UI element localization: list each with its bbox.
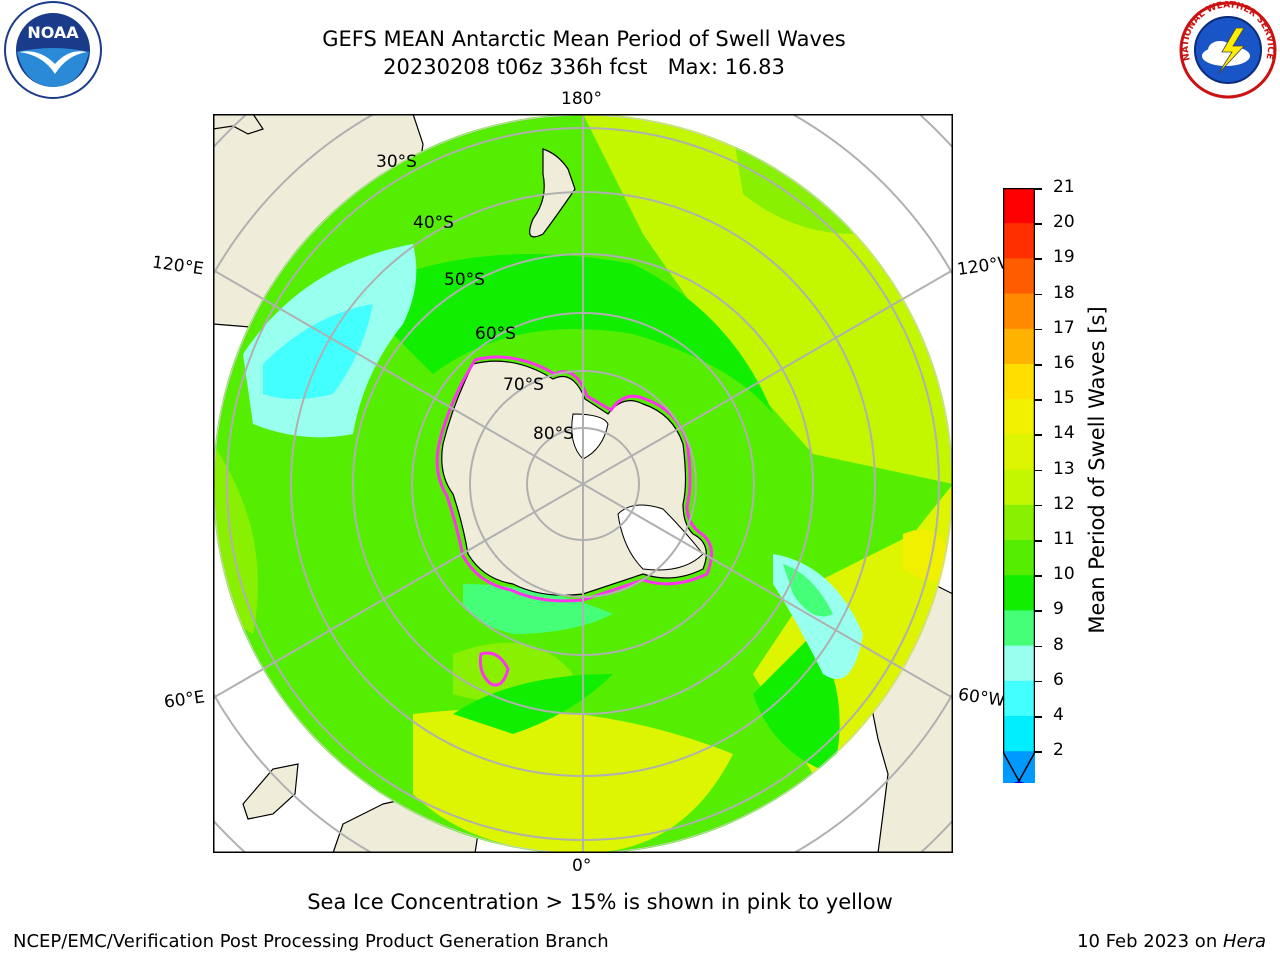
colorbar-tick-mark <box>1035 293 1042 296</box>
lon-label-60e: 60°E <box>162 687 207 713</box>
colorbar-bin <box>1003 540 1035 576</box>
colorbar-bin <box>1003 258 1035 295</box>
colorbar-bin <box>1003 399 1035 435</box>
colorbar-bin <box>1003 610 1035 647</box>
colorbar-bin <box>1003 645 1035 682</box>
colorbar-tick-label: 2 <box>1053 740 1064 761</box>
colorbar-tick-mark <box>1035 540 1042 542</box>
colorbar-tick-mark <box>1035 645 1042 648</box>
colorbar-tick-label: 15 <box>1053 388 1075 409</box>
colorbar-tick-label: 19 <box>1053 247 1075 268</box>
colorbar-bin <box>1003 328 1035 365</box>
footer-date: 10 Feb 2023 on Hera <box>1077 931 1266 952</box>
colorbar-tick-mark <box>1035 223 1042 225</box>
colorbar-tick-label: 11 <box>1053 529 1075 549</box>
noaa-logo-text: NOAA <box>27 23 79 42</box>
colorbar-tick-label: 13 <box>1053 458 1075 479</box>
colorbar-bin <box>1003 364 1035 400</box>
colorbar-tick-mark <box>1035 680 1042 683</box>
lat-label-60s: 60°S <box>475 324 516 344</box>
colorbar-tick-mark <box>1035 258 1042 260</box>
colorbar-bin <box>1003 504 1035 541</box>
colorbar-bin <box>1003 469 1035 506</box>
colorbar-tick-mark <box>1035 610 1042 612</box>
colorbar-tick-mark <box>1035 364 1042 366</box>
caption-text: Sea Ice Concentration > 15% is shown in … <box>307 890 893 914</box>
colorbar-tick-mark <box>1035 751 1042 753</box>
lon-label-180: 180° <box>561 89 602 109</box>
caption: Sea Ice Concentration > 15% is shown in … <box>0 890 1280 914</box>
colorbar-tick-mark <box>1035 504 1042 507</box>
colorbar-tick-label: 20 <box>1053 212 1075 233</box>
lon-label-60w: 60°W <box>956 684 1007 712</box>
colorbar <box>1003 188 1035 783</box>
noaa-logo: NOAA <box>4 1 102 99</box>
graticule <box>213 114 953 853</box>
colorbar-tick-label: 18 <box>1053 282 1075 303</box>
colorbar-tick-label: 17 <box>1053 317 1075 338</box>
chart-subtitle: 20230208 t06z 336h fcst Max: 16.83 <box>383 55 785 79</box>
chart-title: GEFS MEAN Antarctic Mean Period of Swell… <box>322 27 846 51</box>
lat-label-40s: 40°S <box>413 213 454 233</box>
lon-label-120e: 120°E <box>150 252 205 280</box>
polar-map <box>213 114 953 853</box>
colorbar-tick-mark <box>1035 434 1042 436</box>
colorbar-bin <box>1003 575 1035 611</box>
colorbar-tick-mark <box>1035 716 1042 718</box>
lat-label-70s: 70°S <box>503 375 544 395</box>
footer-date-text: 10 Feb 2023 on <box>1077 931 1223 952</box>
colorbar-tick-label: 14 <box>1053 423 1075 444</box>
nws-logo: NATIONAL WEATHER SERVICE <box>1179 0 1277 99</box>
colorbar-tick-label: 6 <box>1053 669 1064 690</box>
colorbar-bin <box>1003 188 1035 224</box>
colorbar-tick-label: 8 <box>1053 634 1064 655</box>
colorbar-bin <box>1003 223 1035 259</box>
lat-label-30s: 30°S <box>376 152 417 172</box>
lat-label-80s: 80°S <box>533 424 574 444</box>
colorbar-tick-label: 9 <box>1053 599 1064 620</box>
colorbar-tick-mark <box>1035 469 1042 472</box>
colorbar-title: Mean Period of Swell Waves [s] <box>1085 306 1109 634</box>
colorbar-tick-label: 16 <box>1053 353 1075 373</box>
colorbar-tick-label: 4 <box>1053 705 1064 725</box>
colorbar-bin <box>1003 434 1035 471</box>
footer-host: Hera <box>1222 931 1266 952</box>
colorbar-bin <box>1003 751 1035 783</box>
footer-credit: NCEP/EMC/Verification Post Processing Pr… <box>13 931 609 952</box>
colorbar-tick-mark <box>1035 328 1042 331</box>
colorbar-tick-mark <box>1035 575 1042 577</box>
lat-label-50s: 50°S <box>444 270 485 290</box>
colorbar-tick-label: 21 <box>1053 177 1075 197</box>
colorbar-tick-label: 10 <box>1053 564 1075 585</box>
colorbar-bin <box>1003 293 1035 330</box>
colorbar-tick-mark <box>1035 399 1042 401</box>
colorbar-tick-mark <box>1035 188 1042 190</box>
colorbar-tick-label: 12 <box>1053 493 1075 514</box>
colorbar-bin <box>1003 680 1035 717</box>
colorbar-bin <box>1003 716 1035 752</box>
lon-label-0: 0° <box>572 856 592 876</box>
